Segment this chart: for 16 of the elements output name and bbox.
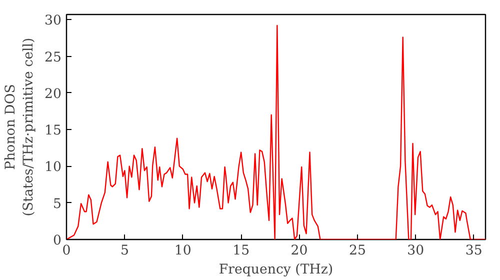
x-tick-label: 5 — [120, 244, 129, 258]
x-tick-label: 10 — [174, 244, 192, 258]
y-tick-label: 20 — [44, 86, 62, 102]
y-tick-label: 30 — [44, 14, 62, 29]
y-axis-title: Phonon DOS (States/THz·primitive cell) — [4, 38, 37, 216]
y-tick-label: 25 — [44, 50, 62, 66]
x-tick-label: 25 — [348, 244, 366, 258]
y-tick-label: 0 — [53, 234, 62, 248]
y-tick-label: 5 — [53, 196, 62, 212]
x-tick-label: 20 — [290, 244, 308, 258]
y-tick-label: 10 — [44, 160, 62, 176]
x-tick-label: 35 — [465, 244, 482, 258]
x-axis-title: Frequency (THz) — [218, 262, 334, 278]
x-tick-label: 15 — [232, 244, 250, 258]
y-tick-label: 15 — [44, 124, 62, 139]
x-tick-label: 30 — [407, 244, 424, 258]
